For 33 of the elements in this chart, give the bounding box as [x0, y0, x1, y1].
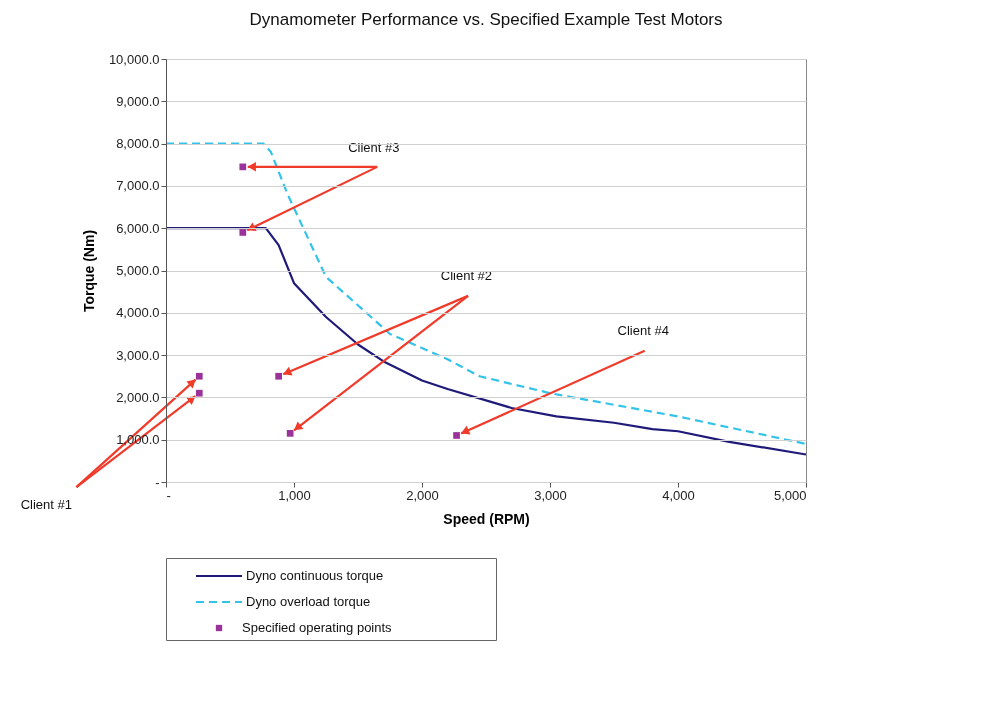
point: [453, 432, 460, 439]
x-tick-label: 3,000: [534, 487, 567, 503]
point: [275, 372, 282, 380]
y-tick-label: 7,000.0: [116, 178, 160, 194]
point: [239, 229, 247, 236]
y-tick-label: 8,000.0: [116, 136, 160, 152]
x-tick-label: 2,000: [406, 487, 439, 503]
point: [239, 163, 247, 171]
legend-label: Dyno overload torque: [246, 594, 371, 609]
y-tick-label: 4,000.0: [116, 305, 160, 321]
y-tick-label: -: [155, 474, 160, 490]
annotation: Client #4: [617, 323, 669, 339]
annotation: Client #1: [20, 496, 72, 512]
x-tick-label: 5,000: [773, 487, 807, 503]
point: [286, 430, 294, 437]
x-axis-title: Speed (RPM): [443, 510, 530, 527]
y-tick-label: 5,000.0: [116, 263, 160, 278]
line-series: [164, 227, 808, 456]
y-tick-label: 3,000.0: [116, 347, 160, 363]
y-tick-label: 2,000.0: [116, 389, 160, 405]
x-tick-label: 1,000: [278, 487, 311, 503]
point: [195, 372, 203, 380]
line-series: [164, 142, 808, 446]
x-tick-label: 4,000: [662, 487, 695, 503]
y-tick-label: 6,000.0: [116, 220, 160, 236]
legend-label: Dyno continuous torque: [246, 568, 384, 583]
y-tick-label: 10,000.0: [108, 51, 160, 67]
y-axis-title: Torque (Nm): [80, 229, 97, 313]
chart-title: Dynamometer Performance vs. Specified Example Test Motors: [249, 10, 723, 29]
legend-label: Specified operating points: [242, 620, 393, 635]
y-tick-label: 9,000.0: [116, 93, 160, 109]
x-tick-label: -: [166, 487, 171, 503]
point: [195, 389, 203, 397]
